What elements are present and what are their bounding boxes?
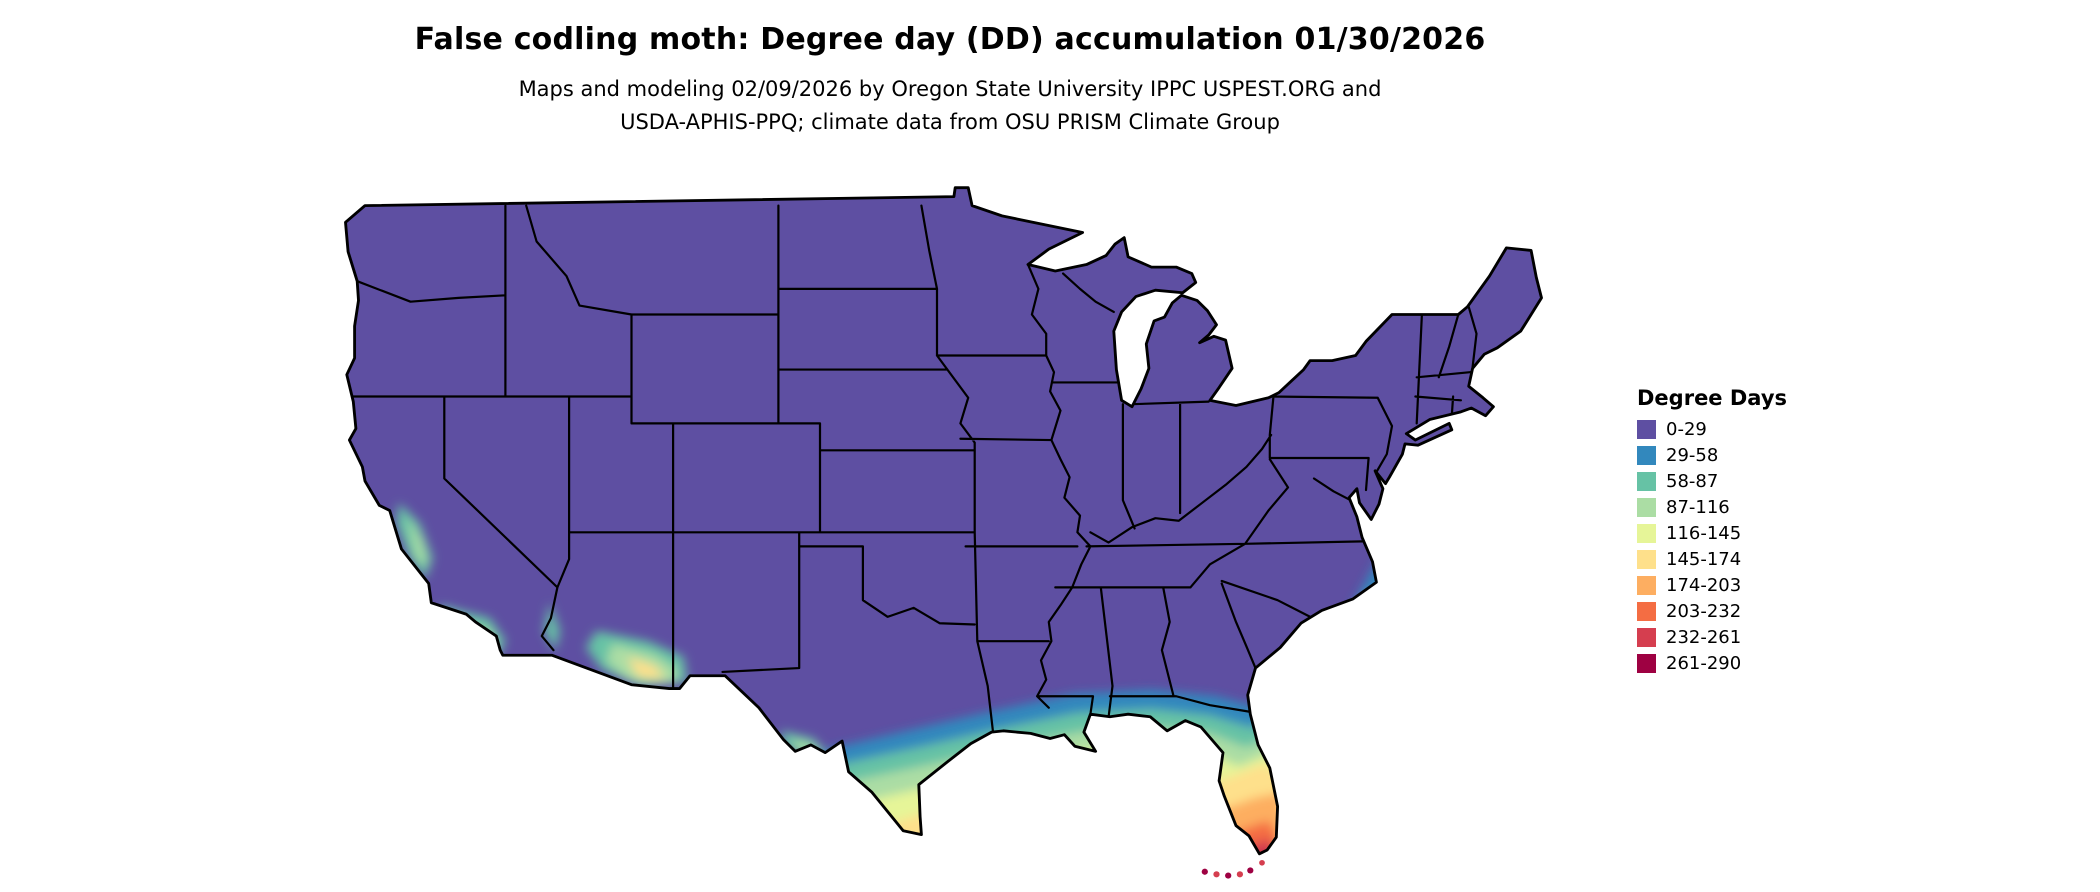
legend-item: 145-174 <box>1637 550 1787 569</box>
legend-item-label: 174-203 <box>1666 575 1742 596</box>
legend-swatch <box>1637 654 1656 673</box>
warm-patches-yellow <box>469 630 664 680</box>
legend-item-label: 58-87 <box>1666 471 1719 492</box>
map-subtitle: Maps and modeling 02/09/2026 by Oregon S… <box>0 73 1900 139</box>
legend-item: 87-116 <box>1637 498 1787 517</box>
legend-item-label: 116-145 <box>1666 523 1742 544</box>
band-145-174 <box>852 762 1288 854</box>
legend-item-label: 29-58 <box>1666 445 1719 466</box>
legend-item: 174-203 <box>1637 576 1787 595</box>
legend-title: Degree Days <box>1637 386 1788 410</box>
page-title: False codling moth: Degree day (DD) accu… <box>414 22 1486 57</box>
legend-swatch <box>1637 550 1656 569</box>
legend-swatch <box>1637 420 1656 439</box>
legend-item: 116-145 <box>1637 524 1787 543</box>
legend-item: 0-29 <box>1637 420 1787 439</box>
legend-item-label: 87-116 <box>1666 497 1730 518</box>
legend-swatch <box>1637 602 1656 621</box>
band-0-29 <box>345 187 1542 854</box>
legend-swatch <box>1637 576 1656 595</box>
subtitle-line-1: Maps and modeling 02/09/2026 by Oregon S… <box>518 77 1382 101</box>
band-116-145 <box>651 718 1308 854</box>
legend-item-label: 232-261 <box>1666 627 1742 648</box>
florida-keys <box>1201 859 1265 879</box>
legend-item-label: 261-290 <box>1666 653 1742 674</box>
legend-swatch <box>1637 628 1656 647</box>
degree-day-fill-layer <box>345 187 1542 854</box>
legend-item: 261-290 <box>1637 654 1787 673</box>
legend: Degree Days 0-29 29-58 58-87 87-116 116-145 1… <box>1637 386 1787 680</box>
legend-swatch <box>1637 498 1656 517</box>
us-outline <box>344 186 1543 856</box>
legend-item: 58-87 <box>1637 472 1787 491</box>
state-borders <box>352 204 1478 732</box>
map-canvas <box>300 180 1600 882</box>
legend-item-label: 203-232 <box>1666 601 1742 622</box>
map-header: False codling moth: Degree day (DD) accu… <box>0 22 1900 139</box>
legend-item: 232-261 <box>1637 628 1787 647</box>
legend-item-label: 0-29 <box>1666 419 1707 440</box>
legend-items: 0-29 29-58 58-87 87-116 116-145 145-174 174-20… <box>1637 420 1787 673</box>
legend-item: 203-232 <box>1637 602 1787 621</box>
legend-swatch <box>1637 446 1656 465</box>
legend-item-label: 145-174 <box>1666 549 1742 570</box>
legend-swatch <box>1637 472 1656 491</box>
subtitle-line-2: USDA-APHIS-PPQ; climate data from OSU PR… <box>620 110 1280 134</box>
legend-swatch <box>1637 524 1656 543</box>
band-261-290 <box>1255 851 1273 854</box>
us-degree-day-map <box>344 186 1543 879</box>
legend-item: 29-58 <box>1637 446 1787 465</box>
